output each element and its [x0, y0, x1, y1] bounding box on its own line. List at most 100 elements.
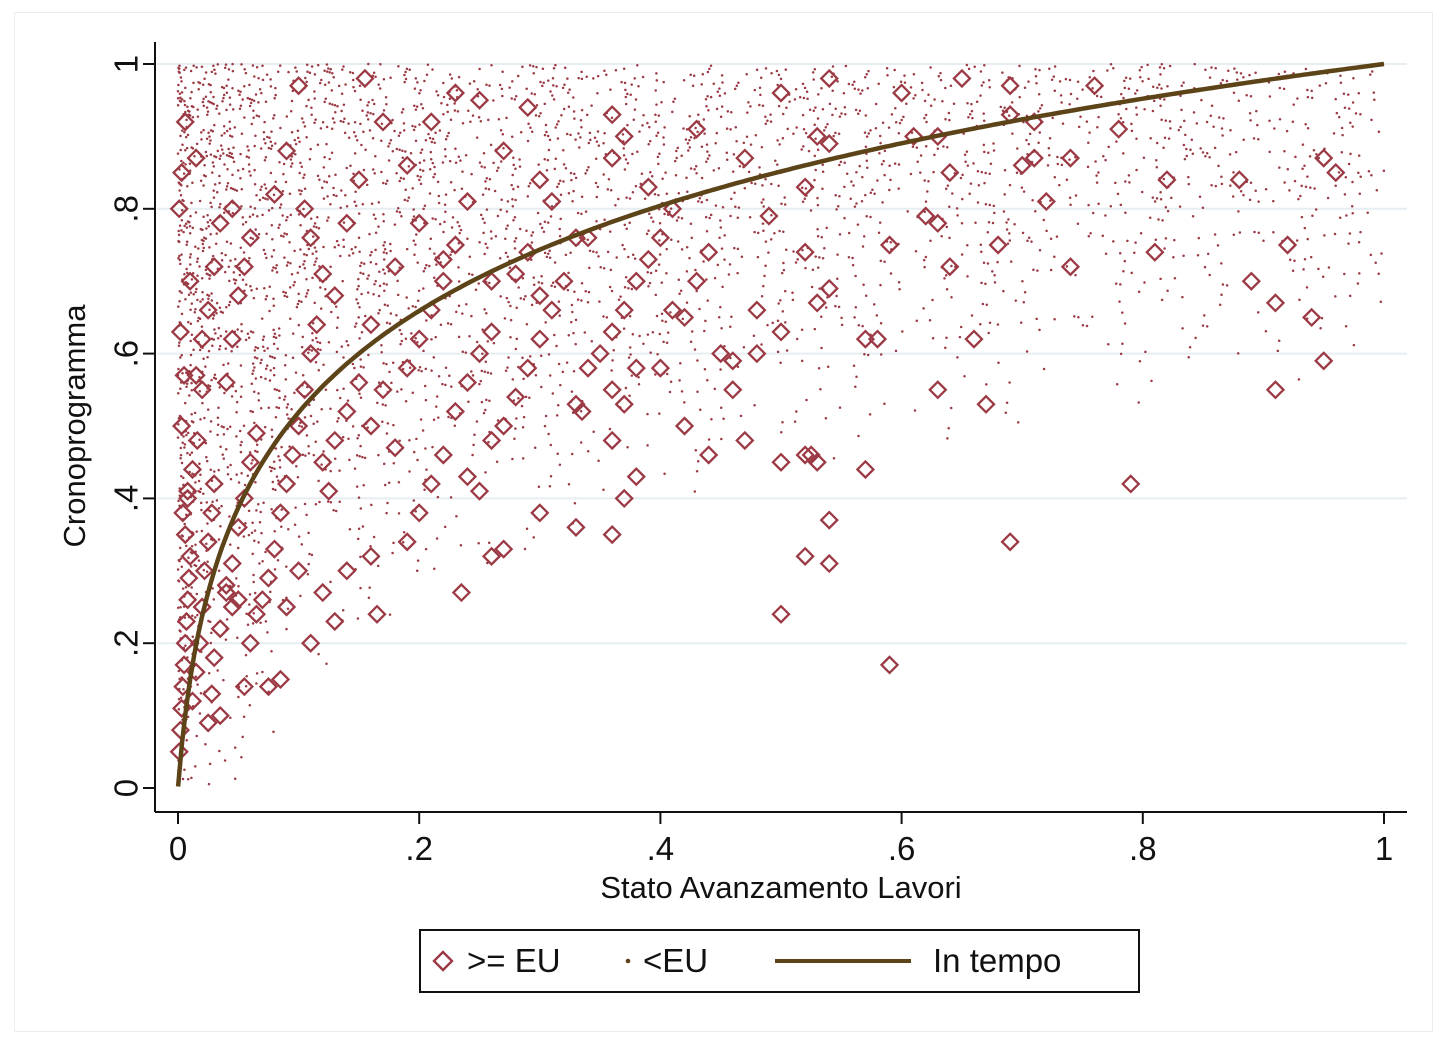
small-dot [811, 71, 815, 74]
diamond-marker [319, 481, 339, 501]
small-dot [391, 118, 394, 122]
small-dot [346, 399, 350, 402]
small-dot [1023, 86, 1027, 90]
small-dot [704, 215, 708, 219]
small-dot [351, 78, 355, 82]
small-dot [631, 191, 635, 194]
small-dot [544, 123, 548, 127]
small-dot [1069, 203, 1072, 207]
small-dot [794, 261, 798, 264]
small-dot [611, 359, 614, 362]
small-dot [259, 147, 263, 150]
small-dot [301, 453, 305, 457]
small-dot [594, 181, 598, 185]
small-dot [513, 215, 517, 219]
small-dot [384, 182, 388, 186]
small-dot [362, 366, 365, 369]
small-dot [1076, 222, 1080, 225]
small-dot [435, 537, 439, 540]
small-dot [1238, 231, 1242, 234]
small-dot [654, 89, 657, 92]
small-dot [424, 367, 428, 371]
small-dot [464, 154, 468, 157]
small-dot [408, 439, 411, 442]
small-dot [1199, 147, 1202, 150]
small-dot [847, 255, 851, 259]
small-dot [179, 96, 182, 99]
small-dot [205, 570, 209, 574]
small-dot [395, 171, 398, 175]
small-dot [548, 374, 552, 377]
small-dot [383, 303, 387, 306]
small-dot [272, 266, 275, 269]
small-dot [243, 116, 246, 119]
small-dot [1196, 254, 1200, 257]
small-dot [1234, 150, 1238, 154]
small-dot [1077, 125, 1081, 129]
small-dot [863, 131, 867, 134]
small-dot [246, 332, 250, 336]
small-dot [296, 475, 300, 479]
small-dot [510, 135, 514, 139]
small-dot [1051, 116, 1054, 120]
small-dot [218, 344, 222, 348]
small-dot [215, 499, 219, 502]
small-dot [298, 171, 301, 175]
small-dot [606, 188, 610, 191]
small-dot [605, 316, 609, 319]
small-dot [379, 63, 382, 66]
small-dot [1097, 115, 1100, 119]
small-dot [422, 207, 425, 211]
small-dot [178, 546, 182, 550]
diamond-marker [301, 633, 321, 653]
small-dot [671, 110, 674, 114]
small-dot [771, 321, 774, 325]
small-dot [1358, 192, 1362, 196]
small-dot [397, 480, 401, 484]
small-dot [655, 72, 658, 75]
small-dot [696, 390, 699, 393]
small-dot [181, 129, 184, 132]
small-dot [883, 149, 887, 153]
small-dot [316, 215, 319, 219]
small-dot [431, 68, 434, 71]
small-dot [336, 104, 339, 108]
small-dot [287, 70, 290, 74]
small-dot [542, 230, 546, 234]
small-dot [622, 154, 626, 157]
small-dot [216, 336, 220, 340]
small-dot [606, 250, 610, 254]
small-dot [186, 715, 190, 719]
small-dot [816, 266, 820, 269]
small-dot [769, 120, 773, 123]
small-dot [315, 250, 318, 253]
small-dot [509, 304, 512, 308]
diamond-marker [638, 177, 658, 197]
diamond-marker [270, 669, 291, 690]
small-dot [205, 106, 209, 109]
small-dot [820, 235, 824, 239]
small-dot [864, 294, 868, 297]
small-dot [485, 208, 489, 211]
small-dot [1159, 104, 1162, 107]
small-dot [1020, 186, 1024, 189]
small-dot [335, 350, 339, 354]
small-dot [780, 202, 783, 205]
small-dot [179, 76, 183, 79]
small-dot [357, 316, 360, 319]
small-dot [692, 74, 696, 77]
small-dot [216, 669, 219, 672]
diamond-marker [234, 677, 254, 697]
small-dot [1135, 168, 1138, 172]
diamond-marker [198, 713, 218, 733]
small-dot [542, 81, 545, 85]
small-dot [231, 187, 235, 191]
small-dot [1077, 316, 1080, 319]
small-dot [1334, 295, 1337, 298]
small-dot [550, 284, 553, 288]
small-dot [889, 241, 893, 244]
small-dot [1053, 176, 1057, 179]
small-dot [367, 62, 370, 66]
small-dot [250, 98, 254, 102]
small-dot [307, 452, 311, 455]
